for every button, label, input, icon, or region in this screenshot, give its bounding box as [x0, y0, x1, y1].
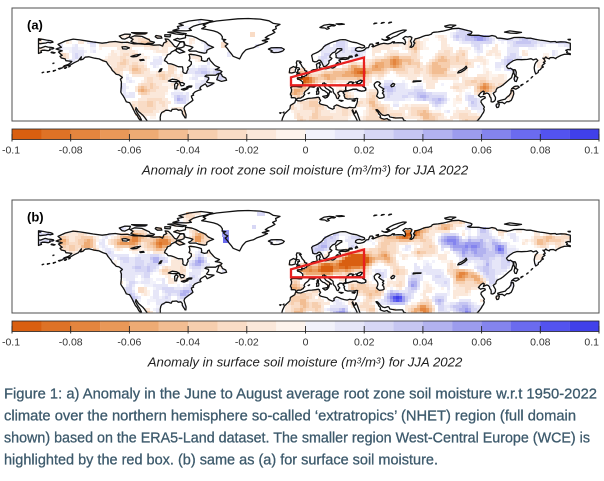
svg-text:0: 0	[303, 145, 309, 157]
svg-text:0.06: 0.06	[471, 337, 492, 349]
svg-text:-0.02: -0.02	[235, 145, 259, 157]
svg-text:-0.08: -0.08	[59, 145, 83, 157]
svg-text:-0.08: -0.08	[59, 337, 83, 349]
svg-text:0.06: 0.06	[471, 145, 492, 157]
svg-text:Anomaly in root zone soil mois: Anomaly in root zone soil moisture (m3/m…	[141, 162, 469, 177]
svg-text:0.02: 0.02	[354, 337, 375, 349]
svg-text:-0.02: -0.02	[235, 337, 259, 349]
svg-text:-0.1: -0.1	[2, 145, 20, 157]
svg-text:0.08: 0.08	[530, 337, 551, 349]
svg-text:Figure 1: a) Anomaly in the Ju: Figure 1: a) Anomaly in the June to Augu…	[4, 386, 597, 403]
svg-text:0.04: 0.04	[413, 145, 434, 157]
svg-text:climate over the northern hemi: climate over the northern hemisphere so-…	[4, 408, 576, 425]
svg-text:0.04: 0.04	[413, 337, 434, 349]
svg-text:0.02: 0.02	[354, 145, 375, 157]
svg-text:-0.04: -0.04	[176, 145, 200, 157]
svg-text:0.1: 0.1	[584, 145, 599, 157]
svg-text:-0.06: -0.06	[117, 145, 141, 157]
svg-text:-0.06: -0.06	[117, 337, 141, 349]
svg-text:(a): (a)	[27, 18, 43, 33]
svg-text:highlighted by the red box. (b: highlighted by the red box. (b) same as …	[4, 452, 438, 469]
svg-text:0.1: 0.1	[584, 337, 599, 349]
svg-text:(b): (b)	[27, 210, 44, 225]
svg-text:0: 0	[303, 337, 309, 349]
svg-text:-0.1: -0.1	[2, 337, 20, 349]
svg-text:0.08: 0.08	[530, 145, 551, 157]
svg-text:-0.04: -0.04	[176, 337, 200, 349]
svg-text:Anomaly in surface soil moistu: Anomaly in surface soil moisture (m3/m3)…	[147, 354, 463, 369]
svg-text:shown) based on the ERA5-Land: shown) based on the ERA5-Land dataset. T…	[4, 430, 590, 447]
